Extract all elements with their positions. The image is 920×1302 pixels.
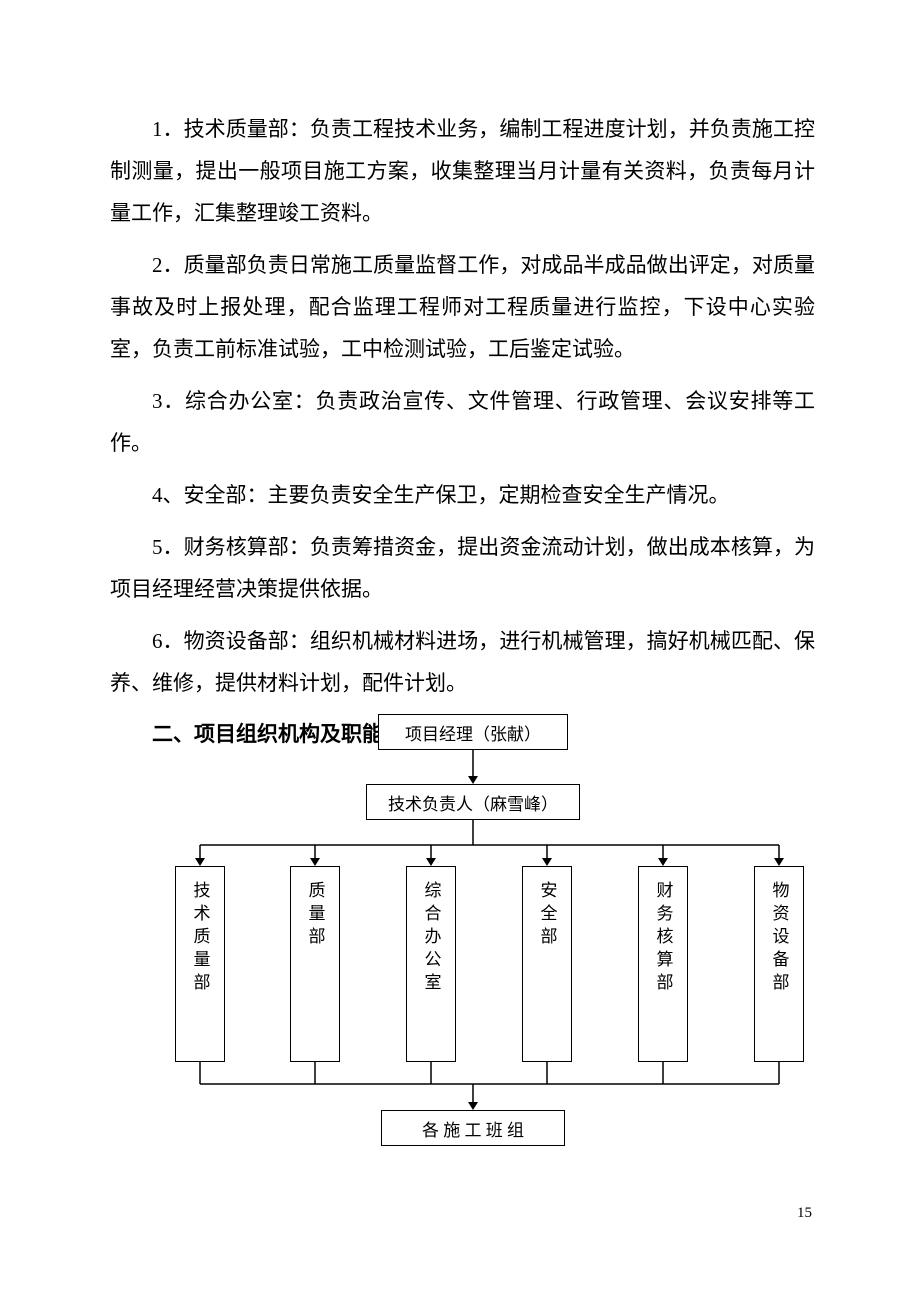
- org-dept-label-0: 技术质量部: [192, 881, 209, 996]
- paragraph-3: 3．综合办公室：负责政治宣传、文件管理、行政管理、会议安排等工作。: [110, 380, 815, 464]
- page: 1．技术质量部：负责工程技术业务，编制工程进度计划，并负责施工控制测量，提出一般…: [0, 0, 920, 1302]
- org-dept-2: 综合办公室: [406, 866, 456, 1062]
- org-chart: 项目经理（张献） 技术负责人（麻雪峰） 各 施 工 班 组 技术质量部 质量部 综合办公室…: [110, 714, 815, 1164]
- org-dept-label-2: 综合办公室: [423, 881, 440, 996]
- org-dept-4: 财务核算部: [638, 866, 688, 1062]
- org-dept-label-4: 财务核算部: [655, 881, 672, 996]
- paragraph-2: 2．质量部负责日常施工质量监督工作，对成品半成品做出评定，对质量事故及时上报处理…: [110, 244, 815, 370]
- org-node-construction-teams: 各 施 工 班 组: [381, 1110, 565, 1146]
- body-text: 1．技术质量部：负责工程技术业务，编制工程进度计划，并负责施工控制测量，提出一般…: [110, 108, 815, 766]
- paragraph-1: 1．技术质量部：负责工程技术业务，编制工程进度计划，并负责施工控制测量，提出一般…: [110, 108, 815, 234]
- org-dept-3: 安全部: [522, 866, 572, 1062]
- org-dept-0: 技术质量部: [175, 866, 225, 1062]
- paragraph-6: 6．物资设备部：组织机械材料进场，进行机械管理，搞好机械匹配、保养、维修，提供材…: [110, 620, 815, 704]
- org-dept-1: 质量部: [290, 866, 340, 1062]
- org-dept-5: 物资设备部: [754, 866, 804, 1062]
- org-dept-label-3: 安全部: [539, 881, 556, 950]
- org-node-project-manager: 项目经理（张献）: [378, 714, 568, 750]
- org-dept-label-5: 物资设备部: [771, 881, 788, 996]
- org-dept-label-1: 质量部: [307, 881, 324, 950]
- paragraph-4: 4、安全部：主要负责安全生产保卫，定期检查安全生产情况。: [110, 474, 815, 516]
- org-node-tech-lead: 技术负责人（麻雪峰）: [366, 784, 580, 820]
- page-number: 15: [797, 1205, 812, 1222]
- paragraph-5: 5．财务核算部：负责筹措资金，提出资金流动计划，做出成本核算，为项目经理经营决策…: [110, 526, 815, 610]
